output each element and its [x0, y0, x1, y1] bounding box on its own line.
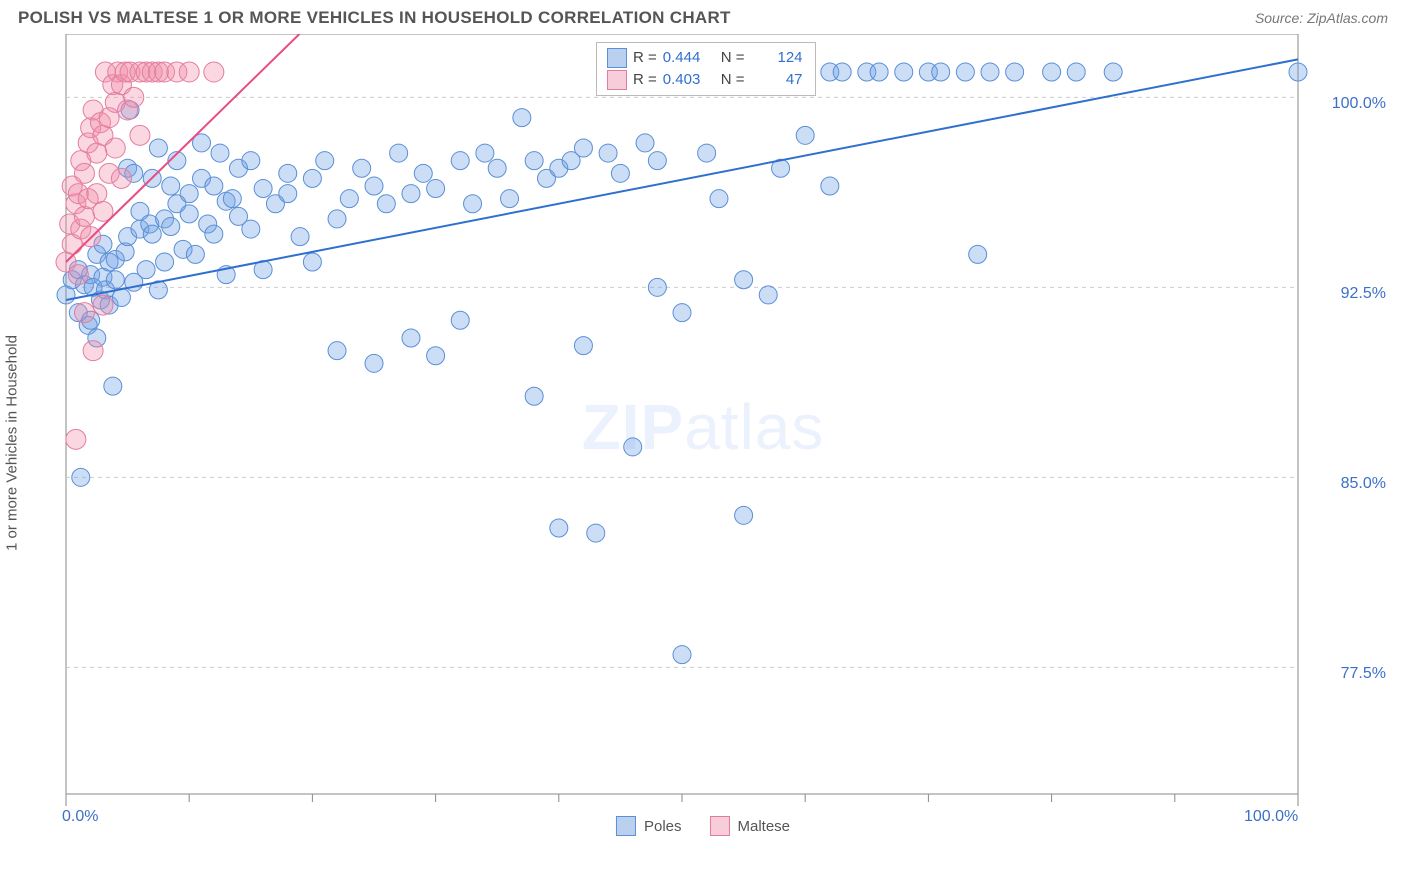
stats-row: R = 0.403 N = 47: [607, 69, 803, 91]
x-axis-min-label: 0.0%: [62, 808, 98, 826]
n-value: 124: [751, 47, 803, 69]
legend-swatch: [616, 816, 636, 836]
correlation-stats-box: R = 0.444 N = 124 R = 0.403 N = 47: [596, 42, 816, 96]
r-label: R =: [633, 47, 657, 69]
n-label: N =: [721, 69, 745, 91]
chart-source: Source: ZipAtlas.com: [1255, 10, 1388, 26]
y-tick-label: 77.5%: [1341, 665, 1386, 683]
n-value: 47: [751, 69, 803, 91]
legend-swatch: [710, 816, 730, 836]
scatter-plot: [18, 34, 1388, 824]
stats-row: R = 0.444 N = 124: [607, 47, 803, 69]
chart-header: POLISH VS MALTESE 1 OR MORE VEHICLES IN …: [0, 0, 1406, 34]
series-swatch: [607, 48, 627, 68]
legend: Poles Maltese: [616, 816, 790, 836]
y-tick-label: 85.0%: [1341, 475, 1386, 493]
legend-item: Maltese: [710, 816, 791, 836]
r-value: 0.444: [663, 47, 715, 69]
n-label: N =: [721, 47, 745, 69]
y-tick-label: 92.5%: [1341, 285, 1386, 303]
y-tick-label: 100.0%: [1332, 95, 1386, 113]
chart-title: POLISH VS MALTESE 1 OR MORE VEHICLES IN …: [18, 8, 731, 28]
r-value: 0.403: [663, 69, 715, 91]
legend-label: Poles: [644, 818, 682, 835]
legend-label: Maltese: [738, 818, 791, 835]
x-axis-max-label: 100.0%: [1244, 808, 1298, 826]
series-swatch: [607, 70, 627, 90]
chart-area: 1 or more Vehicles in Household ZIPatlas…: [18, 34, 1388, 852]
legend-item: Poles: [616, 816, 682, 836]
r-label: R =: [633, 69, 657, 91]
